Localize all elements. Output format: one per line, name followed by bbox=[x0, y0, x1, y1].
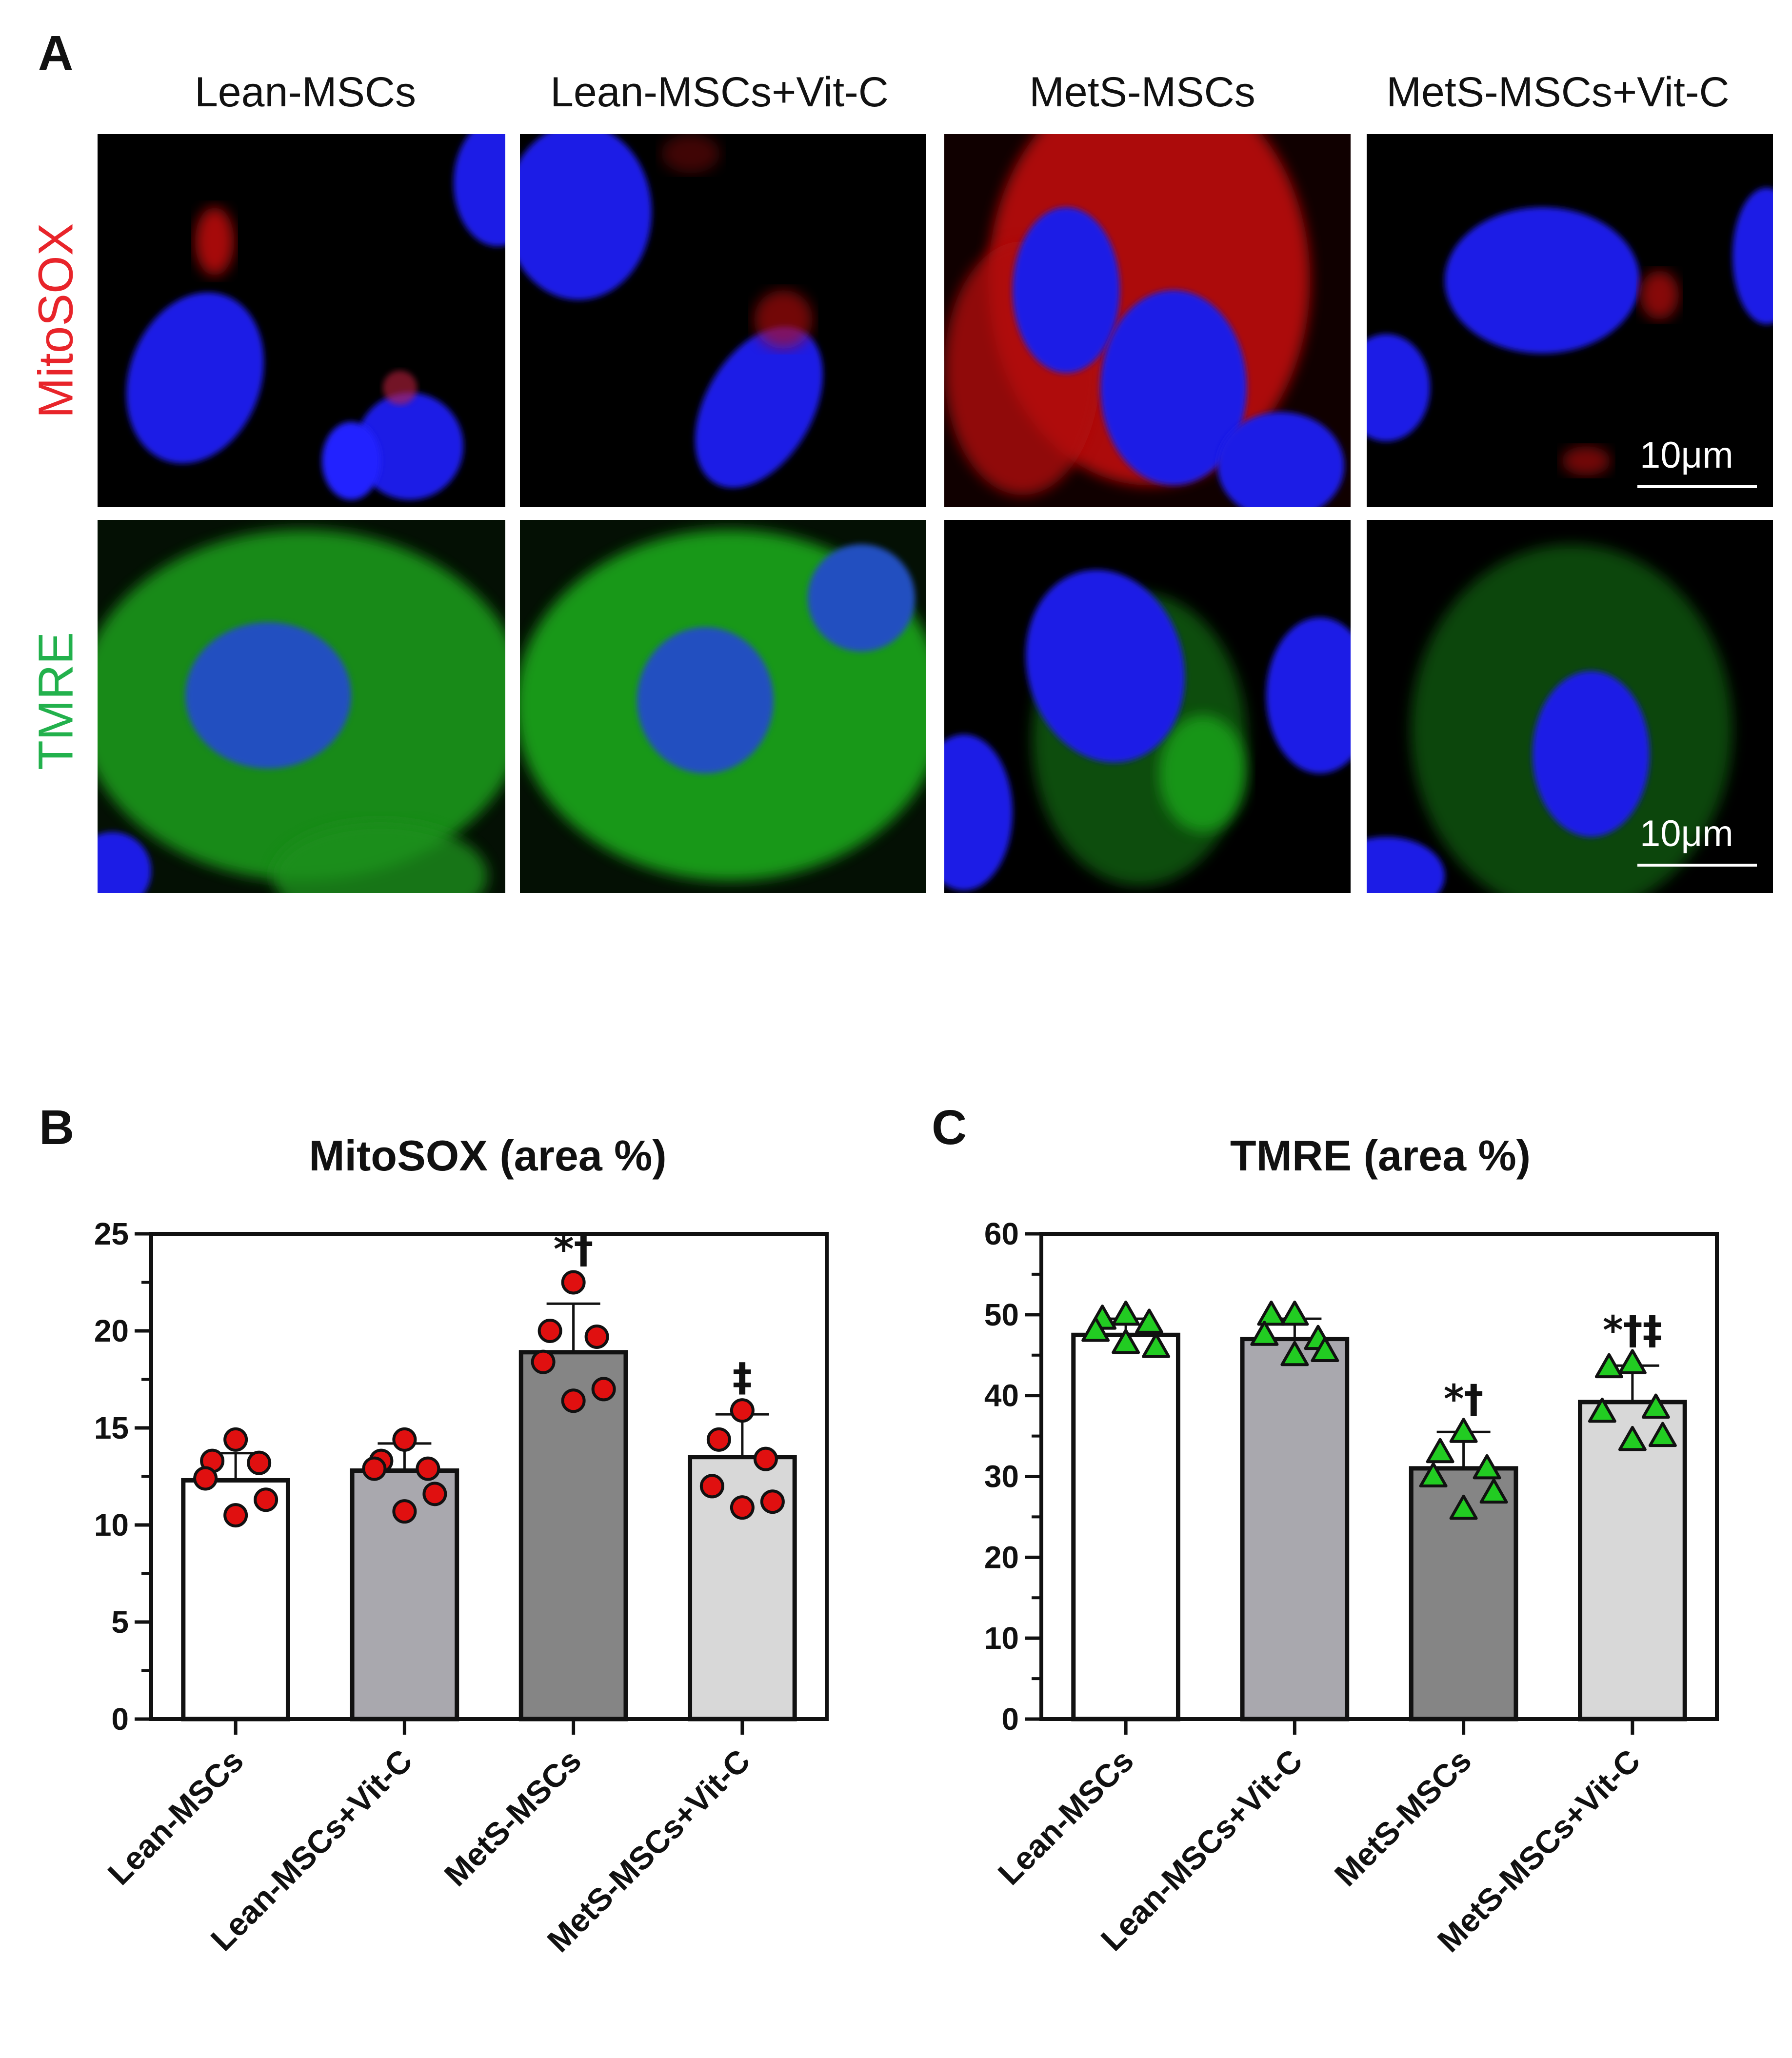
micrograph-tmre-mets-mscs bbox=[944, 520, 1351, 893]
data-point-0-0-0 bbox=[223, 1427, 248, 1452]
y-tick-label-0-3: 15 bbox=[94, 1410, 129, 1445]
y-tick-label-0-0: 0 bbox=[111, 1702, 129, 1737]
significance-1-2: *† bbox=[1444, 1376, 1484, 1422]
bar-1-3 bbox=[1578, 1400, 1687, 1722]
panel-letter-c: C bbox=[932, 1100, 967, 1155]
category-label-1-2: MetS-MSCs bbox=[1327, 1742, 1478, 1893]
bar-1-0 bbox=[1071, 1332, 1180, 1722]
mitosox-bar-chart: MitoSOX (area %)0510152025Lean-MSCsLean-… bbox=[94, 1131, 829, 1959]
category-label-0-0: Lean-MSCs bbox=[101, 1742, 250, 1892]
scale-bar-label-top: 10μm bbox=[1640, 435, 1733, 476]
data-point-1-0-4 bbox=[1142, 1333, 1171, 1358]
data-point-1-3-3 bbox=[1588, 1397, 1616, 1423]
data-point-0-3-2 bbox=[753, 1446, 778, 1471]
row-label-mitosox: MitoSOX bbox=[28, 223, 83, 418]
column-label-lean-mscs: Lean-MSCs bbox=[194, 69, 417, 116]
panel-letter-b: B bbox=[39, 1100, 75, 1155]
data-point-0-0-2 bbox=[247, 1450, 272, 1475]
y-tick-label-1-0: 0 bbox=[1001, 1702, 1019, 1737]
y-tick-label-0-1: 5 bbox=[111, 1604, 129, 1640]
micrograph-mitosox-lean-mscs-vitc bbox=[520, 134, 926, 507]
y-tick-label-1-4: 40 bbox=[984, 1378, 1019, 1413]
data-point-1-0-2 bbox=[1135, 1308, 1164, 1334]
y-tick-label-1-6: 60 bbox=[984, 1216, 1019, 1251]
data-point-1-1-0 bbox=[1280, 1300, 1309, 1326]
scale-bar-label-bottom: 10μm bbox=[1640, 813, 1733, 854]
scale-bar-bottom bbox=[1637, 864, 1757, 867]
data-point-0-1-2 bbox=[416, 1456, 440, 1481]
data-point-1-2-0 bbox=[1449, 1418, 1478, 1443]
panel-letter-a: A bbox=[38, 26, 74, 80]
data-point-0-2-1 bbox=[538, 1319, 562, 1343]
data-point-1-0-3 bbox=[1081, 1317, 1110, 1342]
data-point-1-2-2 bbox=[1473, 1454, 1501, 1480]
data-point-0-2-5 bbox=[561, 1388, 586, 1413]
data-point-0-1-4 bbox=[422, 1482, 447, 1506]
data-point-1-3-2 bbox=[1641, 1393, 1670, 1419]
micrograph-mitosox-mets-mscs bbox=[944, 134, 1351, 507]
data-point-0-3-4 bbox=[760, 1489, 785, 1514]
scale-bar-top bbox=[1637, 485, 1757, 488]
data-point-0-0-3 bbox=[193, 1466, 218, 1491]
data-point-1-3-0 bbox=[1618, 1349, 1647, 1374]
data-point-1-3-4 bbox=[1648, 1422, 1677, 1447]
y-tick-label-1-3: 30 bbox=[984, 1459, 1019, 1494]
data-point-1-2-1 bbox=[1426, 1438, 1454, 1464]
data-point-1-1-5 bbox=[1280, 1341, 1309, 1366]
data-point-1-1-4 bbox=[1311, 1337, 1339, 1362]
data-point-0-3-5 bbox=[730, 1495, 755, 1520]
data-point-0-1-5 bbox=[392, 1499, 417, 1524]
significance-0-3: ‡ bbox=[733, 1355, 752, 1400]
category-label-0-2: MetS-MSCs bbox=[437, 1742, 588, 1893]
y-tick-label-0-4: 20 bbox=[94, 1313, 129, 1348]
micrograph-tmre-lean-mscs bbox=[98, 520, 505, 893]
column-label-lean-mscs-vitc: Lean-MSCs+Vit-C bbox=[550, 69, 889, 116]
bar-0-0 bbox=[181, 1478, 290, 1722]
data-point-1-1-1 bbox=[1257, 1300, 1286, 1326]
column-label-mets-mscs: MetS-MSCs bbox=[1029, 69, 1255, 116]
micrograph-mitosox-lean-mscs bbox=[98, 134, 505, 507]
tmre-bar-chart: TMRE (area %)0102030405060Lean-MSCsLean-… bbox=[984, 1131, 1719, 1959]
data-point-1-2-5 bbox=[1449, 1494, 1478, 1520]
row-label-tmre: TMRE bbox=[28, 632, 83, 771]
data-point-1-3-1 bbox=[1594, 1353, 1623, 1379]
micrograph-mitosox-mets-mscs-vitc: 10μm bbox=[1367, 134, 1773, 507]
y-tick-label-1-1: 10 bbox=[984, 1621, 1019, 1656]
chart-title-1: TMRE (area %) bbox=[1230, 1131, 1531, 1180]
y-tick-label-1-2: 20 bbox=[984, 1540, 1019, 1575]
data-point-0-3-1 bbox=[706, 1427, 731, 1452]
significance-1-3: *†‡ bbox=[1603, 1307, 1662, 1353]
bar-1-1 bbox=[1240, 1337, 1350, 1722]
data-point-0-0-5 bbox=[223, 1503, 248, 1528]
data-point-1-0-5 bbox=[1112, 1328, 1140, 1354]
data-point-0-1-0 bbox=[392, 1427, 417, 1452]
data-point-1-3-5 bbox=[1618, 1425, 1647, 1451]
significance-0-2: *† bbox=[554, 1227, 594, 1272]
micrograph-tmre-mets-mscs-vitc: 10μm bbox=[1367, 520, 1773, 893]
data-point-1-0-0 bbox=[1112, 1300, 1140, 1326]
data-point-1-2-3 bbox=[1419, 1462, 1448, 1487]
y-tick-label-0-2: 10 bbox=[94, 1507, 129, 1543]
data-point-1-2-4 bbox=[1479, 1478, 1508, 1504]
data-point-0-2-4 bbox=[591, 1377, 616, 1402]
data-point-0-3-0 bbox=[730, 1398, 755, 1423]
data-point-0-2-3 bbox=[531, 1349, 556, 1374]
category-label-1-0: Lean-MSCs bbox=[991, 1742, 1140, 1892]
chart-title-0: MitoSOX (area %) bbox=[309, 1131, 666, 1180]
data-point-0-0-4 bbox=[254, 1487, 279, 1512]
data-point-0-2-2 bbox=[584, 1324, 609, 1349]
y-tick-label-0-5: 25 bbox=[94, 1216, 129, 1251]
y-tick-label-1-5: 50 bbox=[984, 1297, 1019, 1332]
data-point-0-3-3 bbox=[699, 1474, 724, 1499]
data-point-0-2-0 bbox=[561, 1270, 586, 1295]
micrograph-tmre-lean-mscs-vitc bbox=[520, 520, 926, 893]
column-label-mets-mscs-vitc: MetS-MSCs+Vit-C bbox=[1386, 69, 1730, 116]
data-point-1-1-3 bbox=[1250, 1321, 1279, 1346]
data-point-0-1-3 bbox=[362, 1456, 387, 1481]
